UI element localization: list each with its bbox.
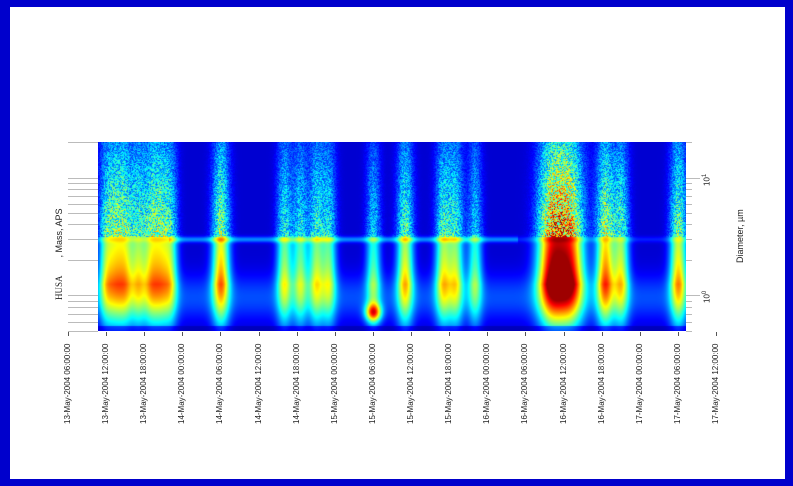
y-tick-line-left bbox=[68, 313, 98, 315]
y-tick-line bbox=[686, 259, 692, 261]
y-tick-line-left bbox=[68, 188, 98, 190]
x-tick-label: 13-May-2004 12:00:00 bbox=[101, 343, 111, 425]
y-tick-line-left bbox=[68, 321, 98, 323]
y-tick-line bbox=[686, 195, 692, 197]
x-tick-label: 14-May-2004 00:00:00 bbox=[177, 343, 187, 425]
x-tick-mark bbox=[677, 332, 679, 336]
y-tick-line-left bbox=[68, 259, 98, 261]
y-tick-line bbox=[686, 224, 692, 226]
y-tick-line-left bbox=[68, 224, 98, 226]
x-tick-mark bbox=[525, 332, 527, 336]
y-tick-label: 100 bbox=[702, 291, 712, 304]
x-tick-label: 15-May-2004 00:00:00 bbox=[329, 343, 339, 425]
x-tick-mark bbox=[639, 332, 641, 336]
x-tick-mark bbox=[334, 332, 336, 336]
heatmap-canvas bbox=[98, 142, 686, 331]
y-tick-line bbox=[686, 203, 692, 205]
x-tick-mark bbox=[449, 332, 451, 336]
y-tick-line bbox=[686, 331, 692, 332]
y-tick-line bbox=[686, 321, 692, 323]
x-tick-label: 17-May-2004 00:00:00 bbox=[634, 343, 644, 425]
y-tick-line bbox=[686, 300, 692, 302]
y-tick-line bbox=[686, 188, 692, 190]
x-tick-mark bbox=[487, 332, 489, 336]
x-tick-mark bbox=[411, 332, 413, 336]
x-tick-mark bbox=[220, 332, 222, 336]
y-tick-line bbox=[686, 213, 692, 215]
left-label-prefix: HUSA bbox=[54, 275, 64, 300]
y-tick-line-left bbox=[68, 295, 98, 297]
x-tick-label: 14-May-2004 06:00:00 bbox=[215, 343, 225, 425]
x-tick-mark bbox=[182, 332, 184, 336]
x-tick-mark bbox=[563, 332, 565, 336]
x-tick-mark bbox=[68, 332, 69, 336]
y-tick-line-left bbox=[68, 177, 98, 179]
x-tick-label: 13-May-2004 06:00:00 bbox=[63, 343, 72, 425]
y-tick-line bbox=[686, 182, 692, 184]
y-tick-line-left bbox=[68, 182, 98, 184]
y-tick-line-left bbox=[68, 142, 98, 143]
y-tick-line-left bbox=[68, 239, 98, 241]
x-tick-mark bbox=[144, 332, 146, 336]
y-tick-label: 101 bbox=[702, 173, 712, 186]
x-tick-label: 16-May-2004 06:00:00 bbox=[520, 343, 530, 425]
left-label-text: , Mass, APS bbox=[54, 208, 64, 258]
x-tick-mark bbox=[716, 332, 717, 336]
x-tick-label: 15-May-2004 06:00:00 bbox=[367, 343, 377, 425]
y-tick-line-left bbox=[68, 300, 98, 302]
y-axis-label-text: Diameter, µm bbox=[735, 209, 745, 263]
y-tick-line-left bbox=[68, 331, 98, 332]
x-tick-label: 16-May-2004 18:00:00 bbox=[596, 343, 606, 425]
y-tick-line bbox=[686, 177, 700, 179]
x-tick-mark bbox=[258, 332, 260, 336]
y-tick-line bbox=[686, 306, 692, 308]
x-tick-label: 17-May-2004 06:00:00 bbox=[672, 343, 682, 425]
x-tick-label: 15-May-2004 18:00:00 bbox=[444, 343, 454, 425]
y-tick-line bbox=[686, 295, 700, 297]
left-axis-label: HUSA , Mass, APS bbox=[54, 208, 64, 300]
x-tick-label: 17-May-2004 12:00:00 bbox=[711, 343, 720, 425]
x-tick-mark bbox=[601, 332, 603, 336]
y-axis-label: Diameter, µm bbox=[735, 209, 745, 263]
y-tick-line-left bbox=[68, 203, 98, 205]
x-tick-mark bbox=[296, 332, 298, 336]
y-tick-line bbox=[686, 142, 692, 143]
plot-area bbox=[98, 142, 686, 331]
x-tick-mark bbox=[106, 332, 108, 336]
x-tick-label: 14-May-2004 18:00:00 bbox=[291, 343, 301, 425]
y-tick-line bbox=[686, 313, 692, 315]
y-tick-line-left bbox=[68, 306, 98, 308]
x-tick-label: 14-May-2004 12:00:00 bbox=[253, 343, 263, 425]
x-tick-mark bbox=[372, 332, 374, 336]
y-tick-line bbox=[686, 239, 692, 241]
y-tick-line-left bbox=[68, 213, 98, 215]
y-tick-line-left bbox=[68, 195, 98, 197]
x-tick-label: 16-May-2004 00:00:00 bbox=[482, 343, 492, 425]
x-tick-label: 15-May-2004 12:00:00 bbox=[406, 343, 416, 425]
x-tick-label: 16-May-2004 12:00:00 bbox=[558, 343, 568, 425]
x-tick-label: 13-May-2004 18:00:00 bbox=[139, 343, 149, 425]
